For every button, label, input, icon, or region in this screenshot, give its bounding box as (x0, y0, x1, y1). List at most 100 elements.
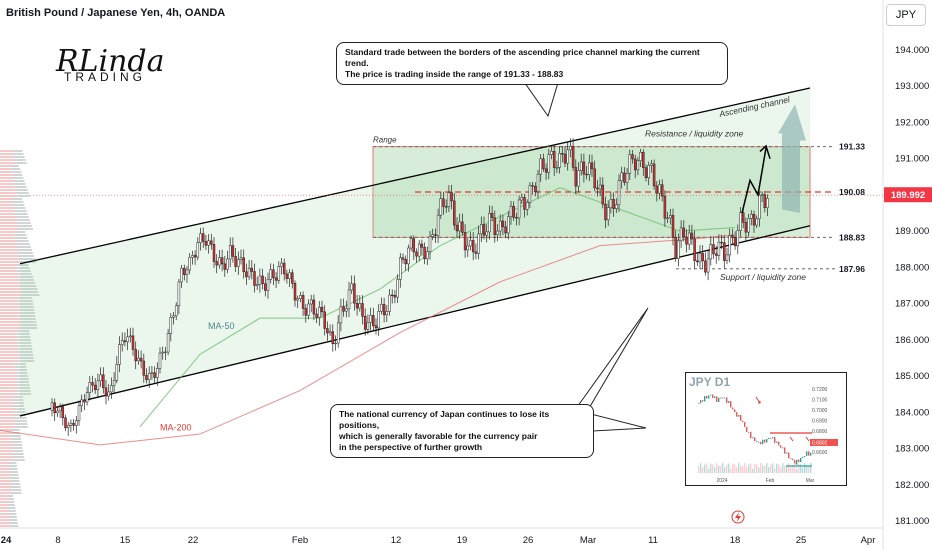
volume-profile-bar (0, 525, 11, 527)
volume-profile-bar (0, 423, 16, 425)
y-tick-label-3: 184.000 (895, 407, 929, 418)
volume-profile-bar (11, 489, 22, 491)
volume-profile-bar (0, 243, 17, 245)
candle-body (612, 199, 615, 209)
inset-candle (802, 457, 804, 458)
candle-body (180, 267, 183, 283)
volume-profile-bar (14, 231, 26, 233)
volume-profile-bar (14, 210, 27, 212)
candle-body (666, 217, 669, 219)
candle-body (731, 235, 734, 238)
candle-body (758, 194, 761, 220)
volume-profile-bar (13, 459, 25, 461)
inset-volume-bar (724, 467, 726, 473)
volume-profile-bar (0, 333, 17, 335)
volume-profile-bar (16, 381, 30, 383)
x-tick-label-3: 22 (188, 535, 199, 546)
candle-body (345, 308, 348, 312)
candle-body (183, 267, 186, 275)
candle-body (701, 253, 704, 262)
y-tick-label-5: 186.000 (895, 335, 929, 346)
volume-profile-bar (21, 291, 39, 293)
candle-body (145, 375, 148, 380)
candle-body (636, 160, 640, 171)
candle-body (304, 308, 308, 316)
volume-profile-bar (0, 282, 20, 284)
candle-body (617, 180, 621, 206)
candle-body (663, 195, 667, 219)
candle-body (682, 227, 686, 238)
candle-body (334, 342, 337, 345)
volume-profile-bar (0, 264, 17, 266)
candle-body (261, 275, 264, 284)
inset-candle (740, 415, 742, 421)
candle-body (674, 237, 677, 259)
inset-candle (728, 401, 730, 403)
inset-candle (780, 445, 782, 448)
candle-body (361, 303, 364, 317)
volume-profile-bar (0, 258, 20, 260)
candle-body (382, 304, 386, 316)
callout-bottom-line2: which is generally favorable for the cur… (339, 431, 538, 441)
volume-profile-bar (0, 390, 18, 392)
volume-profile-bar (18, 228, 34, 230)
volume-profile-bar (0, 174, 13, 176)
inset-candle (708, 395, 710, 399)
candle-body (239, 257, 243, 260)
candle-body (717, 241, 721, 256)
candle-body (534, 186, 537, 192)
volume-profile-bar (0, 195, 17, 197)
volume-profile-bar (0, 225, 18, 227)
candle-body (110, 385, 113, 393)
candle-body (590, 162, 594, 170)
volume-profile-bar (0, 150, 13, 152)
volume-profile-bar (0, 324, 21, 326)
candle-body (396, 279, 399, 298)
inset-candle (796, 459, 798, 465)
candle-body (434, 234, 437, 236)
candle-body (515, 217, 518, 219)
level-label-190.08: 190.08 (839, 187, 865, 197)
volume-profile-bar (8, 501, 15, 503)
candle-body (88, 382, 92, 393)
volume-profile-bar (0, 213, 16, 215)
volume-profile-bar (17, 273, 32, 275)
candle-body (150, 372, 154, 374)
candle-body (598, 184, 602, 190)
candle-body (450, 192, 453, 202)
volume-profile-bar (0, 384, 17, 386)
currency-button[interactable]: JPY (886, 4, 926, 26)
inset-candle (778, 441, 780, 446)
volume-profile-bar (0, 351, 19, 353)
candle-body (255, 284, 259, 286)
volume-profile-bar (0, 279, 20, 281)
inset-arrow-2 (789, 436, 794, 442)
volume-profile-bar (18, 252, 33, 254)
candle-body (193, 255, 197, 258)
candle-body (423, 247, 426, 260)
inset-price-tag (810, 439, 838, 446)
volume-profile-bar (14, 207, 26, 209)
candle-body (523, 197, 526, 210)
candle-body (588, 162, 591, 175)
inset-candle (706, 396, 708, 399)
candle-body (320, 306, 324, 313)
candle-body (447, 192, 451, 207)
volume-profile-bar (0, 183, 15, 185)
candle-body (393, 295, 397, 298)
candle-body (301, 295, 305, 309)
volume-profile-bar (0, 468, 10, 470)
candle-body (282, 262, 286, 275)
volume-profile-bar (15, 162, 27, 164)
inset-volume-bar (750, 463, 752, 473)
x-tick-label-7: 26 (523, 535, 534, 546)
inset-volume-bar (788, 463, 790, 473)
candle-body (102, 374, 105, 389)
candle-body (606, 207, 610, 221)
candle-body (350, 283, 353, 291)
volume-profile-bar (17, 246, 31, 248)
volume-profile-bar (0, 297, 18, 299)
volume-profile-bar (14, 363, 26, 365)
candle-body (552, 150, 556, 168)
volume-profile-bar (0, 405, 14, 407)
